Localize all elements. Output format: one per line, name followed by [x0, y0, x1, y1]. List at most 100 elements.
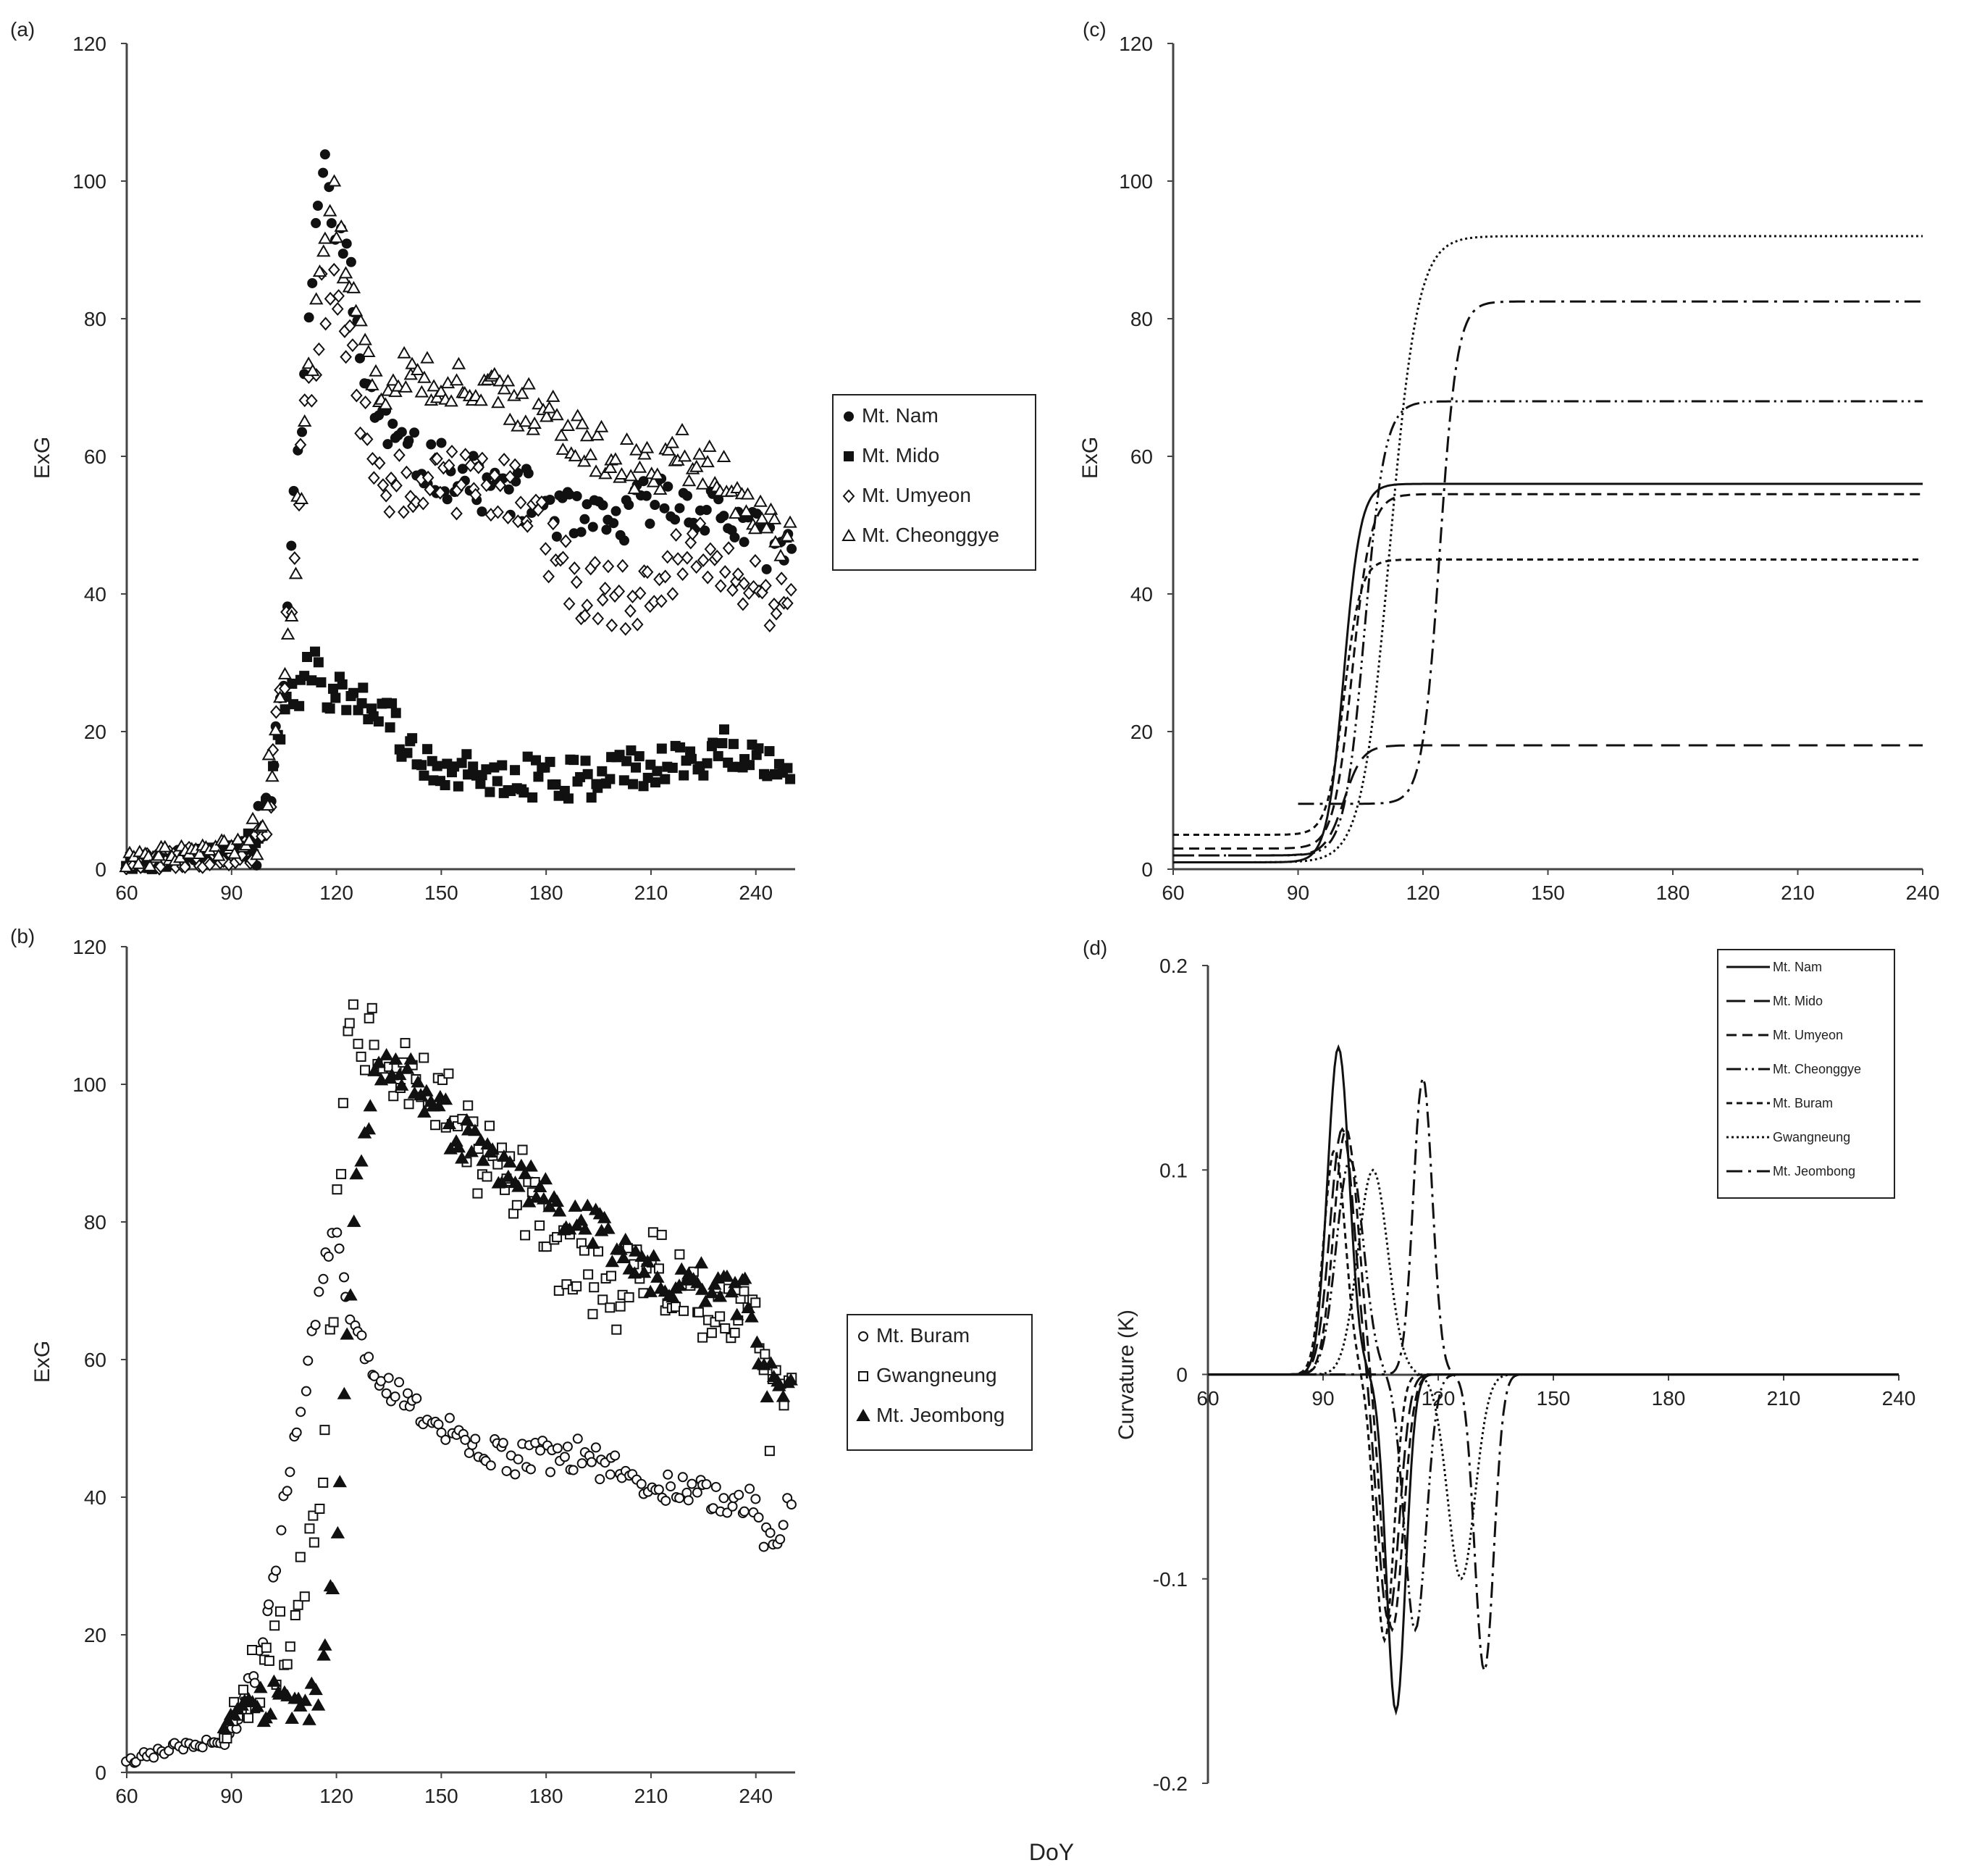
data-point — [353, 314, 368, 327]
data-point — [784, 1373, 798, 1386]
x-tick-label: 240 — [1882, 1387, 1916, 1410]
data-point — [347, 1214, 361, 1227]
data-point — [650, 467, 665, 480]
data-point — [498, 1438, 508, 1449]
data-point — [778, 1520, 789, 1530]
data-point — [332, 1184, 343, 1195]
data-point — [697, 1332, 708, 1343]
data-point — [363, 1099, 378, 1112]
data-point — [572, 1433, 583, 1444]
data-point — [430, 1120, 441, 1131]
data-point — [410, 362, 425, 376]
data-point — [663, 481, 673, 492]
data-point — [739, 1506, 750, 1517]
data-point — [759, 521, 774, 534]
data-point — [660, 774, 671, 784]
data-point — [729, 532, 740, 543]
data-point — [770, 606, 783, 621]
data-point — [349, 1167, 364, 1180]
data-point — [580, 1198, 595, 1211]
data-point — [533, 771, 544, 782]
line-panel-c: 0 20 40 60 80 100 120 60 90 120 150 180 210 240 — [1119, 33, 1939, 904]
data-point — [718, 724, 729, 735]
data-point — [282, 1659, 293, 1670]
data-point — [369, 364, 383, 377]
data-point — [285, 1467, 295, 1478]
data-point — [294, 491, 309, 504]
data-point — [687, 1478, 697, 1489]
series-mt-jeombong — [217, 1047, 798, 1733]
data-point — [403, 1388, 414, 1399]
data-point — [417, 496, 429, 511]
data-point — [694, 516, 707, 531]
data-point — [534, 1220, 545, 1231]
data-point — [501, 1169, 516, 1182]
data-point — [559, 534, 572, 548]
data-point — [647, 1227, 658, 1238]
legend-box — [832, 394, 1036, 571]
x-tick-label: 240 — [739, 882, 773, 904]
data-point — [327, 174, 342, 187]
y-tick-label: 120 — [1119, 33, 1153, 55]
data-point — [293, 1599, 303, 1610]
data-point — [301, 1386, 311, 1396]
data-point — [390, 708, 401, 719]
data-point — [665, 435, 679, 448]
y-tick-label: 0 — [95, 858, 106, 881]
data-point — [718, 1493, 729, 1504]
data-point — [308, 1683, 323, 1696]
data-point — [269, 1620, 280, 1631]
data-point — [674, 503, 685, 514]
data-point — [615, 1301, 626, 1312]
data-point — [316, 677, 327, 688]
y-tick-label: 0 — [1141, 858, 1153, 881]
data-point — [341, 238, 352, 249]
data-point — [440, 1434, 451, 1445]
data-point — [419, 770, 429, 781]
data-point — [580, 755, 591, 766]
panel-label-c: (c) — [1083, 18, 1107, 41]
series-gwangneung — [219, 999, 797, 1744]
data-point — [327, 683, 338, 694]
y-tick-label: 40 — [1130, 583, 1153, 606]
data-point — [433, 1419, 444, 1430]
data-point — [323, 1251, 334, 1262]
data-point — [653, 1484, 664, 1495]
data-point — [715, 1311, 726, 1322]
x-tick-label: 180 — [529, 1785, 563, 1807]
data-point — [557, 550, 569, 565]
data-point — [738, 1271, 752, 1284]
data-point — [750, 1494, 761, 1504]
data-point — [264, 1599, 274, 1610]
data-point — [514, 495, 527, 510]
data-point — [775, 571, 788, 586]
data-point — [511, 514, 524, 529]
legend-label: Gwangneung — [1773, 1130, 1850, 1144]
data-point — [706, 1328, 717, 1339]
data-point — [331, 302, 344, 317]
data-point — [227, 846, 242, 859]
data-point — [529, 1190, 544, 1203]
data-point — [578, 1222, 592, 1235]
data-point — [424, 482, 437, 497]
data-point — [456, 758, 467, 769]
data-point — [667, 763, 678, 774]
data-point — [720, 1323, 731, 1333]
data-point — [343, 319, 356, 333]
data-point — [382, 439, 393, 450]
curve-gwangneung — [1173, 235, 1923, 863]
data-point — [785, 774, 796, 784]
curve-mt-umyeon — [1173, 493, 1923, 850]
data-point — [485, 1142, 500, 1155]
data-point — [302, 1712, 316, 1725]
data-point — [663, 1469, 673, 1480]
data-point — [360, 1065, 371, 1076]
data-point — [786, 543, 797, 554]
data-point — [503, 412, 517, 425]
data-point — [345, 256, 356, 267]
data-point — [339, 1272, 350, 1283]
data-point — [268, 761, 279, 771]
data-point — [431, 451, 443, 466]
data-point — [295, 1407, 306, 1418]
